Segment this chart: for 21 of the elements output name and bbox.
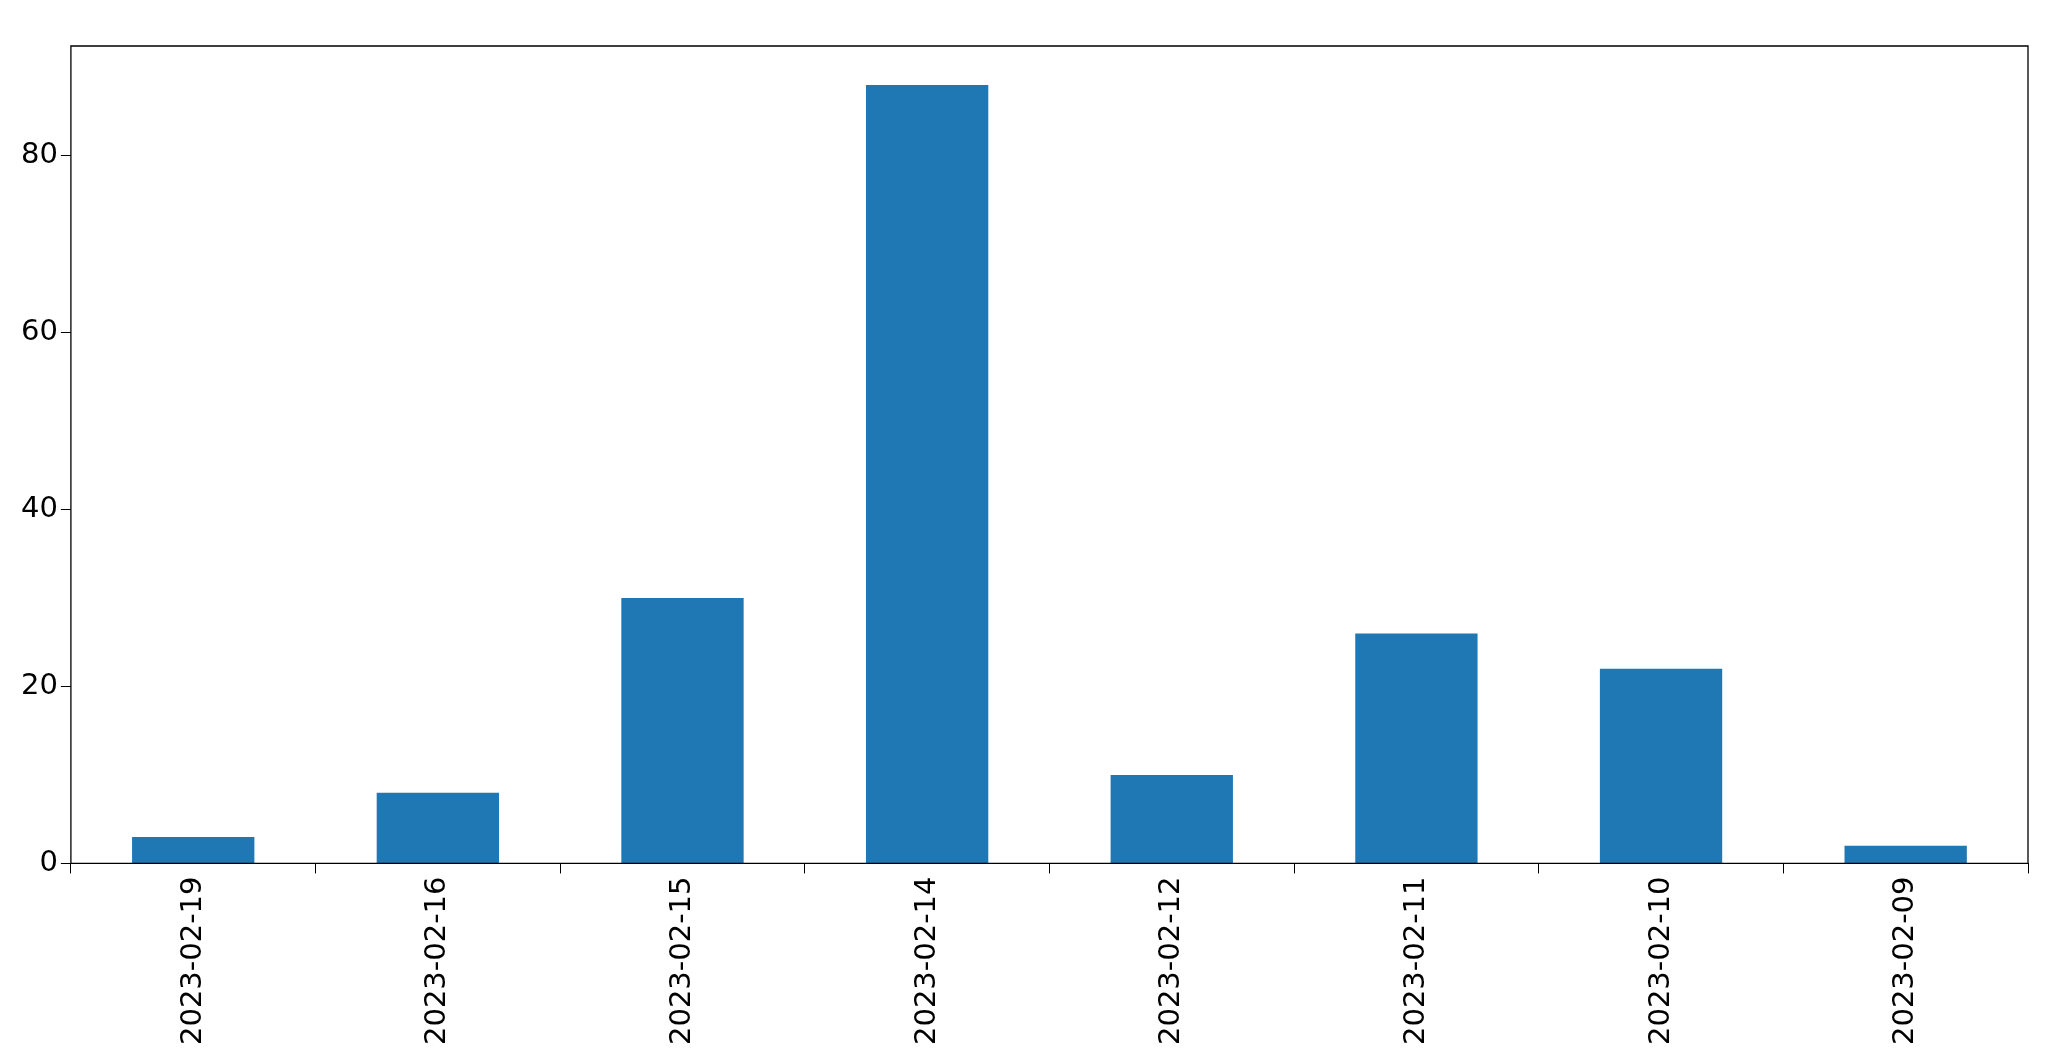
x-tick-label: 2023-02-11 — [1396, 876, 1431, 1046]
bar — [1844, 845, 1967, 863]
x-tick-label: 2023-02-15 — [663, 876, 698, 1046]
bar — [1599, 668, 1723, 863]
x-tick-label: 2023-02-16 — [418, 876, 453, 1046]
bar — [621, 598, 744, 863]
bar — [132, 836, 255, 863]
x-tick-label: 2023-02-10 — [1641, 876, 1676, 1046]
y-tick-label: 20 — [21, 667, 58, 702]
bar — [865, 84, 989, 863]
bar — [1355, 633, 1478, 863]
x-tick-label: 2023-02-12 — [1152, 876, 1187, 1046]
y-tick-label: 80 — [21, 136, 58, 171]
x-tick-label: 2023-02-14 — [907, 876, 942, 1046]
x-tick-label: 2023-02-09 — [1886, 876, 1921, 1046]
bar — [376, 792, 500, 863]
x-tick-label: 2023-02-19 — [173, 876, 208, 1046]
y-tick-label: 0 — [39, 844, 58, 878]
bar — [1110, 775, 1233, 863]
y-tick-label: 40 — [21, 490, 58, 525]
y-tick-label: 60 — [21, 313, 58, 348]
